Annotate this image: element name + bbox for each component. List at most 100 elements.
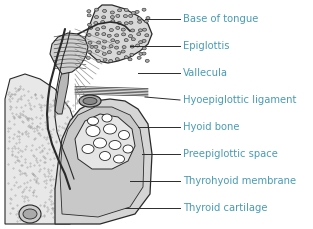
Polygon shape xyxy=(55,99,152,224)
Ellipse shape xyxy=(117,52,121,55)
Ellipse shape xyxy=(97,59,101,62)
Ellipse shape xyxy=(115,46,119,49)
Text: Thyroid cartilage: Thyroid cartilage xyxy=(183,203,268,213)
Ellipse shape xyxy=(103,40,107,43)
Ellipse shape xyxy=(87,14,91,17)
Ellipse shape xyxy=(109,29,113,32)
Ellipse shape xyxy=(86,56,90,59)
Text: Hyoepiglottic ligament: Hyoepiglottic ligament xyxy=(183,95,296,105)
Polygon shape xyxy=(55,59,70,114)
Ellipse shape xyxy=(88,23,91,26)
Polygon shape xyxy=(60,107,144,217)
Ellipse shape xyxy=(97,41,101,44)
Ellipse shape xyxy=(87,33,91,36)
Ellipse shape xyxy=(129,21,133,24)
Ellipse shape xyxy=(124,39,128,42)
Ellipse shape xyxy=(95,8,99,11)
Ellipse shape xyxy=(117,21,121,25)
Ellipse shape xyxy=(116,14,120,17)
Ellipse shape xyxy=(146,16,150,19)
Ellipse shape xyxy=(114,155,125,163)
Ellipse shape xyxy=(139,52,143,55)
Ellipse shape xyxy=(131,38,135,41)
Ellipse shape xyxy=(124,8,128,11)
Ellipse shape xyxy=(110,16,114,19)
Ellipse shape xyxy=(102,16,106,19)
Ellipse shape xyxy=(87,10,91,13)
Ellipse shape xyxy=(23,209,37,219)
Ellipse shape xyxy=(119,131,130,139)
Ellipse shape xyxy=(110,11,114,14)
Ellipse shape xyxy=(142,47,146,50)
Ellipse shape xyxy=(88,51,92,54)
Ellipse shape xyxy=(142,39,146,42)
Ellipse shape xyxy=(118,9,121,12)
Ellipse shape xyxy=(102,46,106,49)
Text: Epiglottis: Epiglottis xyxy=(183,41,229,51)
Ellipse shape xyxy=(103,9,106,12)
Ellipse shape xyxy=(101,21,105,24)
Ellipse shape xyxy=(116,26,120,29)
Ellipse shape xyxy=(137,33,141,36)
Ellipse shape xyxy=(145,59,149,62)
Ellipse shape xyxy=(123,15,127,18)
Ellipse shape xyxy=(109,45,113,48)
Ellipse shape xyxy=(109,141,121,150)
Ellipse shape xyxy=(115,40,119,43)
Ellipse shape xyxy=(131,29,135,32)
Ellipse shape xyxy=(121,28,125,31)
Ellipse shape xyxy=(95,16,99,19)
Polygon shape xyxy=(75,114,135,169)
Ellipse shape xyxy=(89,26,93,29)
Ellipse shape xyxy=(138,29,142,32)
Ellipse shape xyxy=(139,41,143,44)
Ellipse shape xyxy=(88,117,99,125)
Ellipse shape xyxy=(129,14,133,17)
Ellipse shape xyxy=(137,17,141,20)
Ellipse shape xyxy=(82,144,94,153)
Ellipse shape xyxy=(88,41,92,44)
Ellipse shape xyxy=(95,33,99,35)
Ellipse shape xyxy=(122,46,126,49)
Ellipse shape xyxy=(115,58,119,61)
Ellipse shape xyxy=(86,125,100,136)
Ellipse shape xyxy=(102,26,106,29)
Ellipse shape xyxy=(129,35,132,38)
Ellipse shape xyxy=(131,11,136,14)
Polygon shape xyxy=(83,5,152,63)
Ellipse shape xyxy=(123,145,133,153)
Ellipse shape xyxy=(130,53,134,56)
Polygon shape xyxy=(50,33,88,74)
Ellipse shape xyxy=(121,33,126,36)
Text: Base of tongue: Base of tongue xyxy=(183,14,258,24)
Ellipse shape xyxy=(145,34,149,37)
Ellipse shape xyxy=(138,20,142,23)
Ellipse shape xyxy=(90,45,94,48)
Ellipse shape xyxy=(104,124,116,134)
Ellipse shape xyxy=(79,95,101,107)
Ellipse shape xyxy=(109,60,113,63)
Ellipse shape xyxy=(142,8,146,11)
Ellipse shape xyxy=(111,20,115,23)
Ellipse shape xyxy=(136,44,140,47)
Ellipse shape xyxy=(94,45,98,48)
Ellipse shape xyxy=(107,51,111,54)
Ellipse shape xyxy=(94,22,98,25)
Ellipse shape xyxy=(107,34,111,37)
Ellipse shape xyxy=(19,205,41,223)
Ellipse shape xyxy=(142,28,146,31)
Ellipse shape xyxy=(142,52,146,55)
Ellipse shape xyxy=(121,50,125,53)
Text: Vallecula: Vallecula xyxy=(183,68,228,78)
Ellipse shape xyxy=(96,28,100,31)
Ellipse shape xyxy=(130,45,134,48)
Ellipse shape xyxy=(83,98,97,104)
Text: Thyrohyoid membrane: Thyrohyoid membrane xyxy=(183,176,296,186)
Ellipse shape xyxy=(124,22,128,25)
Ellipse shape xyxy=(144,20,148,23)
Ellipse shape xyxy=(115,34,119,37)
Ellipse shape xyxy=(135,10,139,13)
Ellipse shape xyxy=(102,52,106,55)
Ellipse shape xyxy=(100,152,110,161)
Text: Preepiglottic space: Preepiglottic space xyxy=(183,149,278,159)
